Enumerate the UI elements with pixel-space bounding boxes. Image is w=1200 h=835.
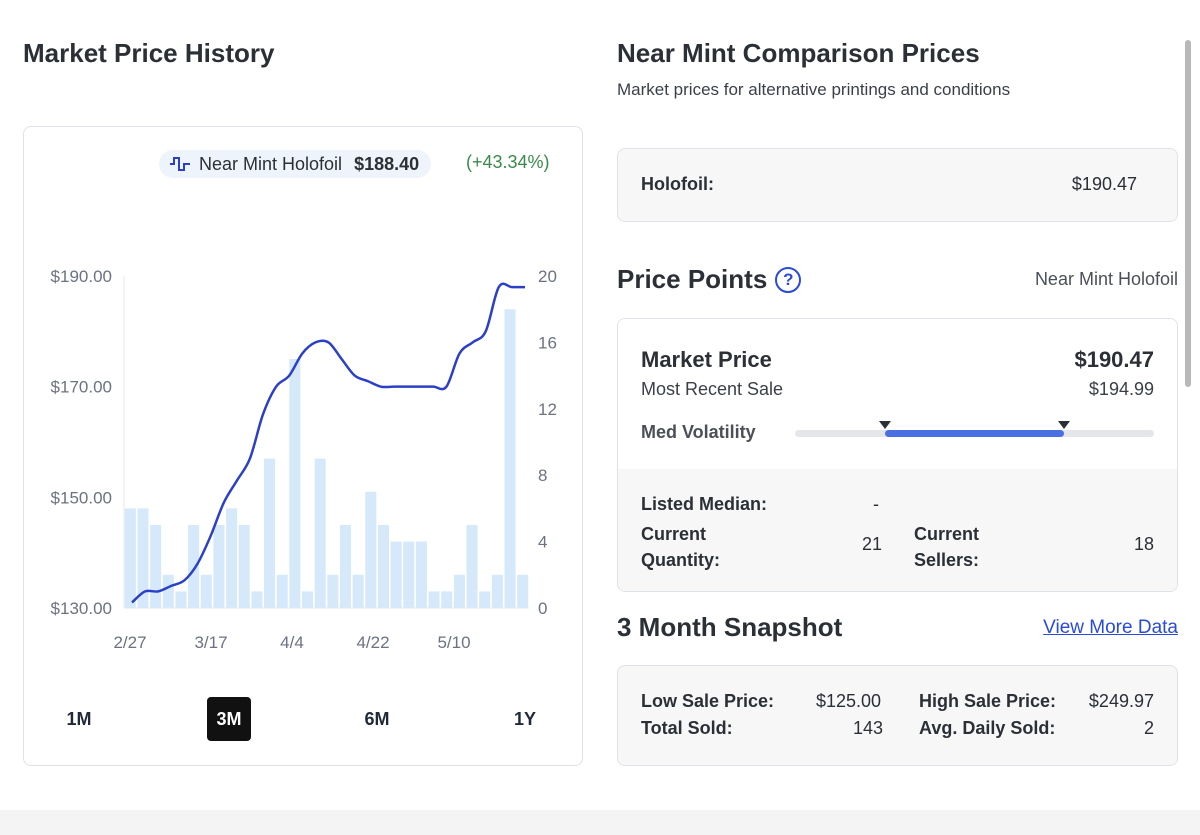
volume-bar [301, 591, 314, 608]
volume-bar [200, 574, 212, 608]
range-1m-button[interactable]: 1M [57, 697, 101, 741]
volume-bar [238, 525, 250, 608]
volume-bar [428, 591, 440, 608]
range-3m-button[interactable]: 3M [207, 697, 251, 741]
listed-median-label: Listed Median: [641, 494, 768, 514]
recent-sale-label: Most Recent Sale [641, 379, 784, 399]
volume-bar [441, 591, 453, 608]
volatility-fill [884, 430, 1065, 437]
comparison-prices-subtitle: Market prices for alternative printings … [617, 80, 1011, 99]
legend-series-name: Near Mint Holofoil [199, 153, 343, 174]
volatility-low-marker [878, 421, 891, 429]
volume-bar [390, 541, 402, 608]
volume-bar [213, 525, 225, 608]
price-points-label: Price Points [617, 264, 768, 294]
volume-bar [124, 508, 136, 608]
range-6m-button[interactable]: 6M [355, 697, 399, 741]
volume-tick-label: 8 [538, 466, 547, 485]
current-sellers-value: 18 [1133, 534, 1154, 554]
snapshot-card: Low Sale Price: $125.00 High Sale Price:… [617, 665, 1178, 766]
volume-bar [453, 574, 465, 608]
date-tick-label: 5/10 [437, 633, 470, 652]
chart-legend[interactable]: Near Mint Holofoil $188.40 [159, 150, 432, 178]
scrollbar[interactable] [1185, 40, 1191, 387]
avg-daily-value: 2 [1143, 718, 1154, 738]
volume-bar [479, 591, 491, 608]
price-points-variant: Near Mint Holofoil [1034, 269, 1178, 289]
price-points-card: Market Price $190.47 Most Recent Sale $1… [617, 318, 1178, 592]
price-chart-card: Near Mint Holofoil $188.40 (+43.34%) $13… [23, 126, 583, 766]
recent-sale-value: $194.99 [1088, 379, 1154, 399]
volume-bar [137, 508, 149, 608]
range-1y-button[interactable]: 1Y [503, 697, 547, 741]
volume-bar [150, 525, 162, 608]
volume-bar [466, 525, 478, 608]
volume-bar [415, 541, 427, 608]
market-price-label: Market Price [641, 347, 772, 372]
view-more-data-link[interactable]: View More Data [1043, 617, 1178, 638]
current-quantity-label: Current Quantity: [641, 524, 720, 570]
price-tick-label: $130.00 [51, 599, 112, 618]
market-price-value: $190.47 [1074, 347, 1154, 372]
total-sold-value: 143 [853, 718, 884, 738]
avg-daily-label: Avg. Daily Sold: [919, 718, 1056, 738]
date-tick-label: 3/17 [194, 633, 227, 652]
low-sale-label: Low Sale Price: [641, 691, 775, 711]
volume-bar [377, 525, 389, 608]
volume-bar [264, 458, 276, 608]
volume-tick-label: 12 [538, 400, 557, 419]
high-sale-label: High Sale Price: [919, 691, 1057, 711]
legend-change: (+43.34%) [466, 152, 550, 172]
volume-bar [226, 508, 238, 608]
volume-tick-label: 0 [538, 599, 547, 618]
volume-tick-label: 20 [538, 267, 557, 286]
holofoil-price-row[interactable]: Holofoil: $190.47 [617, 148, 1178, 222]
volume-bar [491, 574, 503, 608]
total-sold-label: Total Sold: [641, 718, 733, 738]
snapshot-title: 3 Month Snapshot [617, 612, 843, 642]
market-price-history-title: Market Price History [23, 38, 275, 68]
volume-bar [327, 574, 339, 608]
date-tick-label: 2/27 [113, 633, 146, 652]
volume-bar [365, 491, 377, 608]
volume-bar [162, 574, 174, 608]
price-tick-label: $170.00 [51, 378, 112, 397]
price-line [131, 282, 525, 604]
page-footer-band [0, 810, 1200, 835]
current-sellers-label: Current Sellers: [914, 524, 980, 570]
holofoil-value: $190.47 [1071, 174, 1137, 194]
volume-bar [517, 574, 529, 608]
volume-tick-label: 4 [538, 533, 547, 552]
volatility-high-marker [1058, 421, 1071, 429]
legend-price: $188.40 [354, 153, 420, 174]
current-quantity-value: 21 [862, 534, 883, 554]
volume-bar [403, 541, 415, 608]
volume-bar [352, 574, 364, 608]
comparison-prices-title: Near Mint Comparison Prices [617, 38, 980, 68]
volume-bar [504, 309, 516, 608]
volume-bar [251, 591, 263, 608]
low-sale-value: $125.00 [816, 691, 882, 711]
high-sale-value: $249.97 [1088, 691, 1154, 711]
price-volume-chart: $130.00 $150.00 $170.00 $190.00 0 4 8 12 16 20 2/2… [51, 267, 557, 652]
date-tick-label: 4/22 [356, 633, 389, 652]
price-tick-label: $190.00 [51, 267, 112, 286]
volume-tick-label: 16 [538, 333, 557, 352]
volume-bar [188, 525, 200, 608]
volume-bar [339, 525, 352, 608]
volatility-label: Med Volatility [641, 422, 756, 442]
price-points-title: Price Points ? [617, 264, 802, 295]
line-chart-icon [170, 157, 190, 171]
listed-median-value: - [873, 494, 879, 514]
volume-bar [175, 591, 187, 608]
volume-bar [289, 359, 301, 608]
volume-bar [314, 458, 326, 608]
volatility-bar [795, 421, 1154, 437]
help-icon[interactable]: ? [775, 266, 802, 293]
volume-bar [276, 574, 288, 608]
holofoil-label: Holofoil: [641, 174, 714, 194]
date-tick-label: 4/4 [280, 633, 304, 652]
price-tick-label: $150.00 [51, 488, 112, 507]
